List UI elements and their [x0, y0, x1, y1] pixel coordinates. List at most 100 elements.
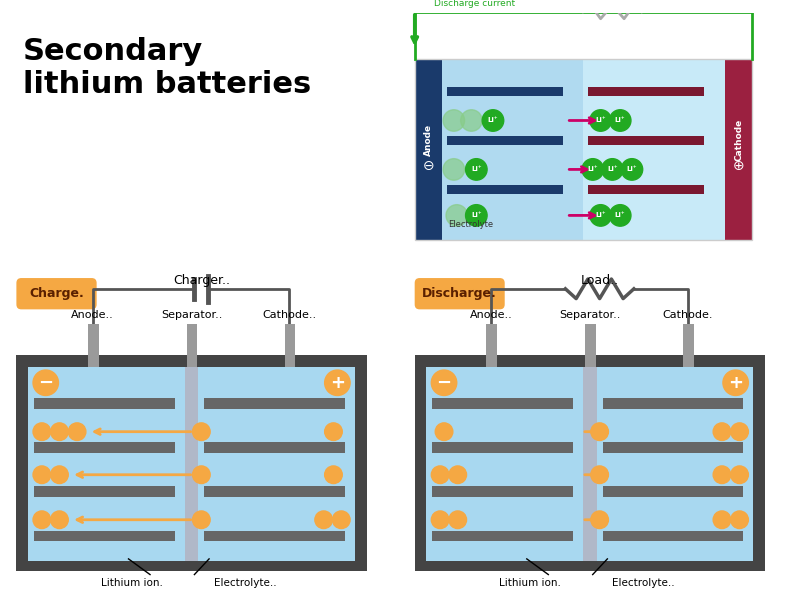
- Text: +: +: [728, 374, 743, 392]
- FancyBboxPatch shape: [88, 324, 98, 367]
- FancyBboxPatch shape: [204, 442, 345, 453]
- Circle shape: [591, 423, 609, 440]
- Circle shape: [730, 511, 748, 529]
- Text: ⊖: ⊖: [422, 158, 434, 173]
- Circle shape: [591, 511, 609, 529]
- Circle shape: [33, 370, 58, 395]
- FancyBboxPatch shape: [602, 530, 743, 541]
- Text: Li⁺: Li⁺: [471, 166, 482, 172]
- FancyBboxPatch shape: [285, 324, 295, 367]
- Text: Separator..: Separator..: [559, 310, 621, 320]
- Circle shape: [466, 205, 487, 226]
- Text: Li⁺: Li⁺: [615, 118, 626, 124]
- Text: Li⁺: Li⁺: [607, 166, 618, 172]
- FancyBboxPatch shape: [34, 487, 175, 497]
- Text: Electrolyte: Electrolyte: [448, 220, 493, 229]
- Circle shape: [435, 423, 453, 440]
- FancyBboxPatch shape: [583, 367, 597, 561]
- Text: Li⁺: Li⁺: [471, 212, 482, 218]
- Circle shape: [33, 423, 50, 440]
- FancyBboxPatch shape: [16, 355, 366, 571]
- FancyBboxPatch shape: [447, 87, 563, 96]
- FancyBboxPatch shape: [432, 530, 574, 541]
- FancyBboxPatch shape: [204, 530, 345, 541]
- Circle shape: [713, 511, 730, 529]
- FancyBboxPatch shape: [204, 487, 345, 497]
- Circle shape: [590, 205, 611, 226]
- Text: Separator..: Separator..: [161, 310, 222, 320]
- Text: Cathode..: Cathode..: [262, 310, 317, 320]
- Text: Anode: Anode: [424, 124, 433, 156]
- Circle shape: [315, 511, 333, 529]
- Circle shape: [591, 466, 609, 484]
- FancyBboxPatch shape: [34, 398, 175, 409]
- FancyBboxPatch shape: [602, 398, 743, 409]
- Circle shape: [713, 423, 730, 440]
- Circle shape: [325, 423, 342, 440]
- Circle shape: [482, 110, 504, 131]
- Circle shape: [730, 423, 748, 440]
- Circle shape: [431, 370, 457, 395]
- Circle shape: [713, 466, 730, 484]
- FancyBboxPatch shape: [602, 487, 743, 497]
- Circle shape: [449, 466, 466, 484]
- Text: Lithium ion.: Lithium ion.: [499, 578, 562, 589]
- FancyBboxPatch shape: [588, 87, 704, 96]
- FancyBboxPatch shape: [432, 442, 574, 453]
- Circle shape: [610, 205, 631, 226]
- Circle shape: [431, 511, 449, 529]
- Circle shape: [325, 370, 350, 395]
- Circle shape: [33, 511, 50, 529]
- Text: Lithium ion.: Lithium ion.: [101, 578, 163, 589]
- Text: ⊕: ⊕: [733, 158, 745, 173]
- FancyBboxPatch shape: [588, 136, 704, 145]
- FancyBboxPatch shape: [204, 398, 345, 409]
- Circle shape: [602, 158, 623, 180]
- FancyBboxPatch shape: [414, 59, 442, 240]
- FancyBboxPatch shape: [34, 530, 175, 541]
- FancyBboxPatch shape: [432, 487, 574, 497]
- Text: Li⁺: Li⁺: [488, 118, 498, 124]
- FancyBboxPatch shape: [447, 185, 563, 194]
- Text: ↩: ↩: [34, 470, 42, 480]
- Circle shape: [461, 110, 482, 131]
- Circle shape: [730, 466, 748, 484]
- Circle shape: [431, 466, 449, 484]
- Circle shape: [446, 205, 467, 226]
- FancyBboxPatch shape: [28, 367, 355, 561]
- FancyBboxPatch shape: [447, 136, 563, 145]
- Circle shape: [443, 110, 465, 131]
- Text: +: +: [330, 374, 345, 392]
- FancyBboxPatch shape: [414, 278, 505, 310]
- Circle shape: [449, 511, 466, 529]
- Text: Discharge.: Discharge.: [422, 287, 497, 300]
- Text: Li⁺: Li⁺: [595, 118, 606, 124]
- FancyBboxPatch shape: [588, 185, 704, 194]
- FancyBboxPatch shape: [602, 442, 743, 453]
- Text: Secondary
lithium batteries: Secondary lithium batteries: [23, 37, 311, 99]
- Circle shape: [50, 423, 68, 440]
- FancyBboxPatch shape: [186, 324, 198, 367]
- Text: Electrolyte..: Electrolyte..: [214, 578, 277, 589]
- Circle shape: [610, 110, 631, 131]
- FancyBboxPatch shape: [725, 59, 752, 240]
- Circle shape: [193, 423, 210, 440]
- Circle shape: [50, 466, 68, 484]
- Circle shape: [582, 158, 603, 180]
- Circle shape: [193, 466, 210, 484]
- FancyBboxPatch shape: [432, 398, 574, 409]
- Text: Discharge current: Discharge current: [434, 0, 515, 8]
- Text: Anode..: Anode..: [470, 310, 512, 320]
- FancyBboxPatch shape: [185, 367, 198, 561]
- Circle shape: [333, 511, 350, 529]
- FancyBboxPatch shape: [585, 324, 596, 367]
- Circle shape: [590, 110, 611, 131]
- Text: Li⁺: Li⁺: [595, 212, 606, 218]
- Text: Anode..: Anode..: [71, 310, 114, 320]
- Circle shape: [193, 511, 210, 529]
- Circle shape: [723, 370, 748, 395]
- Circle shape: [68, 423, 86, 440]
- FancyBboxPatch shape: [426, 367, 754, 561]
- FancyBboxPatch shape: [34, 442, 175, 453]
- Circle shape: [325, 466, 342, 484]
